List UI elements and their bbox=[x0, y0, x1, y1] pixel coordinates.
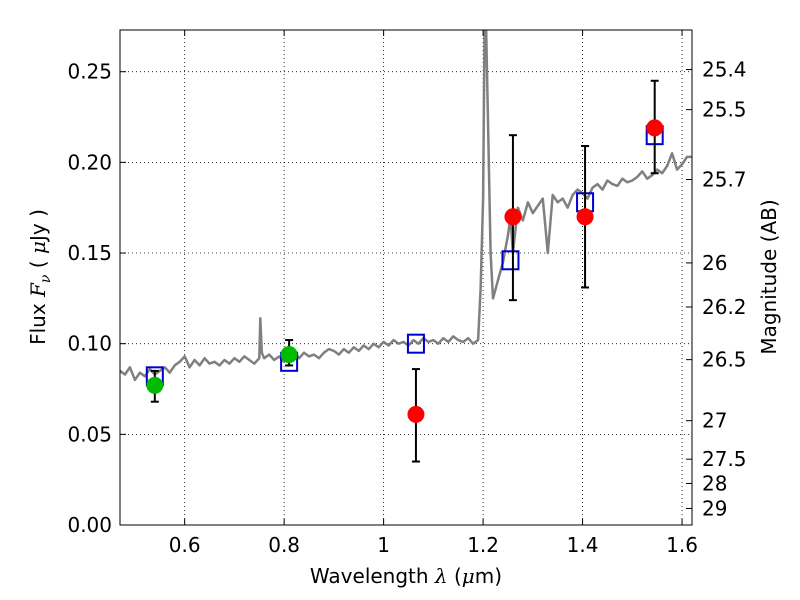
photometry-square bbox=[406, 333, 425, 354]
observed-point bbox=[407, 405, 425, 423]
y-axis-label: Flux Fν ( μJy ) bbox=[26, 209, 54, 345]
series-group bbox=[120, 30, 692, 463]
grid bbox=[120, 30, 692, 525]
series bbox=[120, 30, 692, 463]
mag-tick-label: 25.4 bbox=[702, 58, 747, 82]
y-tick-label: 0.20 bbox=[67, 150, 112, 174]
x-tick-label: 0.8 bbox=[268, 533, 300, 557]
axes: 0.6 0.8 1 1.2 1.4 1.6 0.00 0.05 0.10 0.15 0.20 0.25… bbox=[67, 30, 747, 557]
y2-axis-label: Magnitude (AB) bbox=[757, 199, 781, 354]
y-tick-label: 0.05 bbox=[67, 422, 112, 446]
observed-point bbox=[146, 376, 164, 394]
mag-tick-label: 27 bbox=[702, 409, 727, 433]
observed-point bbox=[646, 119, 664, 137]
x-tick-label: 1.6 bbox=[666, 533, 698, 557]
mag-tick-label: 26.5 bbox=[702, 348, 747, 372]
x-axis-label: Wavelength λ (μm) bbox=[310, 564, 502, 588]
x-tick-label: 1 bbox=[377, 533, 390, 557]
observed-point bbox=[504, 208, 522, 226]
spectrum-line bbox=[120, 30, 692, 382]
x-tick-label: 0.6 bbox=[169, 533, 201, 557]
mag-tick-label: 29 bbox=[702, 496, 727, 520]
y-tick-label: 0.00 bbox=[67, 513, 112, 537]
y-tick-label: 0.25 bbox=[67, 60, 112, 84]
mag-tick-label: 25.5 bbox=[702, 98, 747, 122]
mag-tick-label: 26 bbox=[702, 251, 727, 275]
y-tick-label: 0.15 bbox=[67, 241, 112, 265]
mag-tick-label: 25.7 bbox=[702, 168, 747, 192]
mag-tick-label: 27.5 bbox=[702, 447, 747, 471]
x-tick-label: 1.2 bbox=[467, 533, 499, 557]
plot-frame bbox=[119, 29, 693, 526]
observed-point bbox=[576, 208, 594, 226]
mag-tick-label: 28 bbox=[702, 471, 727, 495]
photometry-square bbox=[501, 250, 520, 271]
y-tick-label: 0.10 bbox=[67, 332, 112, 356]
mag-tick-label: 26.2 bbox=[702, 295, 747, 319]
x-tick-label: 1.4 bbox=[567, 533, 599, 557]
observed-point bbox=[280, 346, 298, 364]
